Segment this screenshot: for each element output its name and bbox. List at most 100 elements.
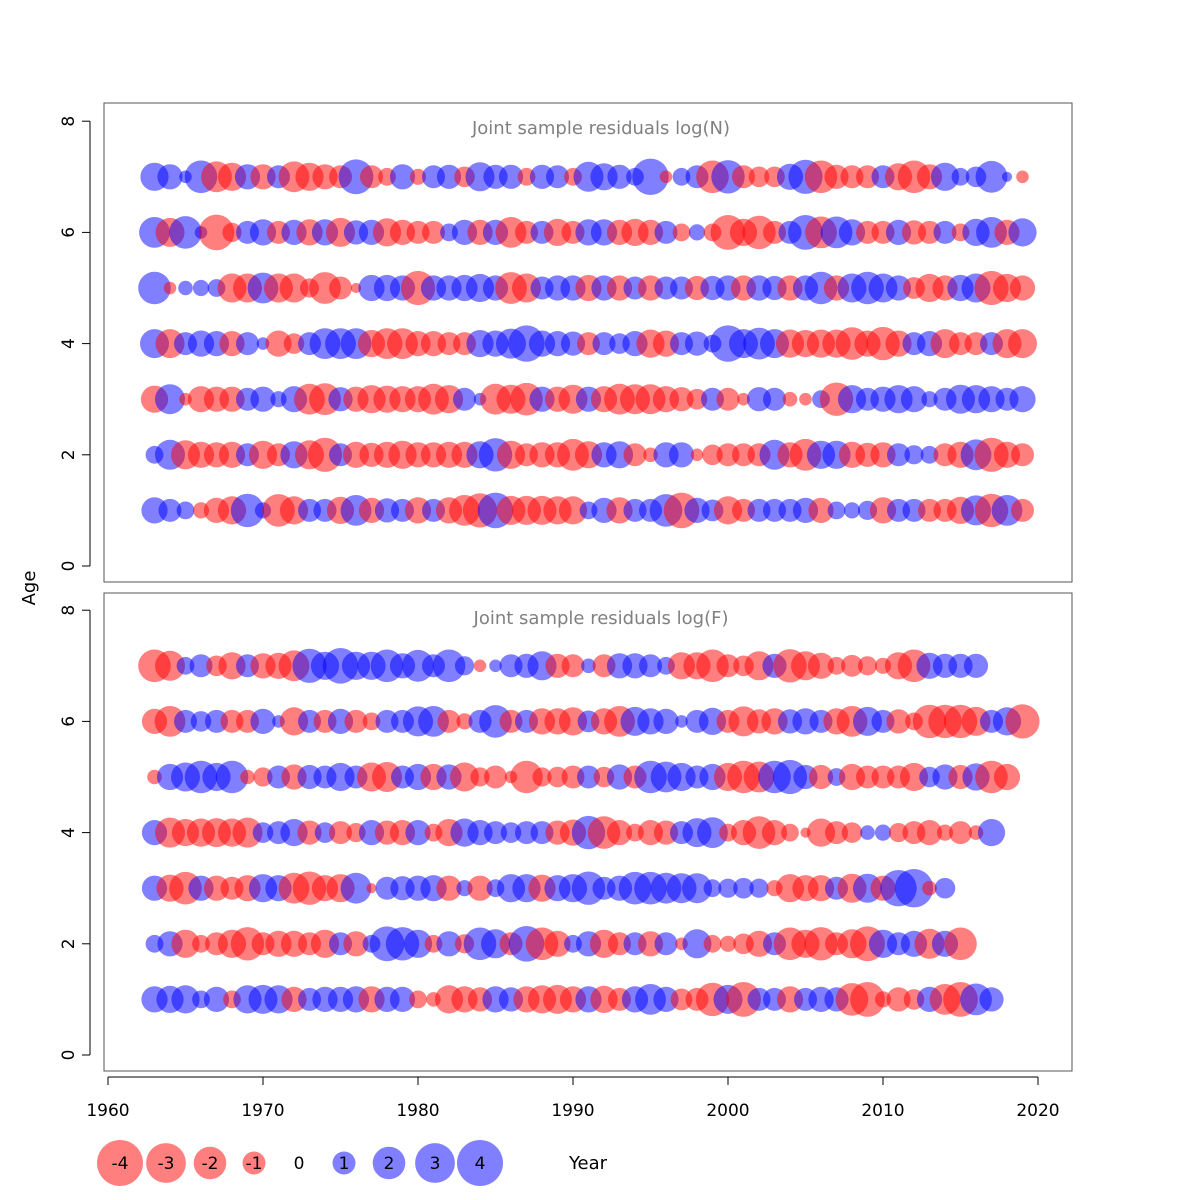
residual-bubble-bottom-age4-1975 [329, 821, 352, 845]
legend-label: -2 [202, 1154, 219, 1174]
residual-bubble-bottom-age2-1999 [703, 934, 722, 953]
residual-bubble-bottom-age2-1998 [682, 929, 712, 959]
residual-bubble-top-age6-1981 [422, 220, 445, 244]
residual-bubble-bottom-age6-1990 [558, 707, 588, 736]
residual-bubble-bottom-age4-2007 [825, 821, 848, 845]
residual-bubble-bottom-age3-2014 [934, 877, 956, 899]
residual-bubble-bottom-age5-1968 [215, 760, 249, 794]
residual-bubble-bottom-age7-1982 [432, 649, 466, 683]
residual-bubble-top-age5-1975 [329, 276, 352, 300]
residual-bubble-top-age3-2003 [763, 387, 786, 411]
y-tick-label: 0 [59, 1050, 79, 1061]
residual-bubble-bottom-age7-1985 [489, 659, 502, 673]
residual-bubble-bottom-age4-2014 [936, 824, 954, 841]
y-axis-bottom: 0 2 4 6 8 [59, 605, 91, 1061]
x-tick-label: 2000 [706, 1101, 749, 1121]
residual-bubble-top-age3-2001 [737, 392, 750, 406]
residual-bubble-top-age6-1997 [672, 223, 691, 242]
residual-bubble-bottom-age3-1999 [703, 879, 722, 898]
residual-bubble-bottom-age5-2012 [899, 762, 929, 792]
residual-bubble-bottom-age5-1987 [510, 760, 543, 794]
residual-bubble-bottom-age7-2006 [807, 652, 835, 679]
residual-bubble-bottom-age5-1969 [240, 769, 255, 785]
residual-bubble-top-age5-1965 [178, 280, 193, 296]
residual-bubble-top-age1-1969 [230, 493, 265, 528]
x-tick-label: 2020 [1016, 1101, 1059, 1121]
residual-bubble-top-age3-1983 [453, 387, 476, 411]
residual-bubble-top-age2-1999 [702, 444, 723, 466]
residual-bubble-bottom-age1-2010 [874, 991, 892, 1008]
x-tick-label: 1990 [551, 1101, 594, 1121]
residual-bubble-bottom-age3-2012 [894, 869, 934, 908]
residual-bubble-top-age7-2017 [975, 160, 1008, 193]
legend-bubble [332, 1151, 356, 1175]
residual-bubble-bottom-age2-1980 [403, 929, 433, 958]
residual-bubble-top-age7-1980 [409, 168, 427, 185]
residual-bubble-top-age5-1966 [192, 279, 210, 297]
panel-frame-bottom [103, 592, 1073, 1072]
residual-bubble-top-age2-1997 [668, 442, 695, 468]
residual-bubble-bottom-age4-2004 [781, 823, 799, 842]
residual-bubble-bottom-age7-2007 [827, 656, 846, 675]
residual-bubble-bottom-age1-1996 [653, 986, 679, 1013]
residual-bubble-top-age2-2012 [904, 445, 924, 465]
bubbles-top-panel [138, 158, 1037, 529]
residual-bubble-top-age6-2019 [1008, 218, 1037, 247]
residual-bubble-bottom-age7-1995 [639, 654, 662, 678]
legend-bubble [146, 1143, 186, 1183]
residual-bubble-bottom-age3-2000 [718, 878, 738, 898]
residual-bubble-bottom-age6-1977 [362, 712, 381, 731]
residual-bubble-bottom-age2-2015 [944, 927, 977, 961]
residual-bubble-top-age7-2015 [951, 167, 970, 186]
residual-bubble-top-age1-2007 [827, 501, 846, 520]
legend-label: -4 [112, 1154, 129, 1174]
legend-label: 2 [384, 1154, 395, 1174]
residual-bubble-bottom-age2-1982 [436, 931, 462, 957]
residual-bubble-top-age1-1998 [684, 497, 710, 523]
residual-bubble-top-age6-1967 [198, 214, 235, 251]
residual-bubble-bottom-age6-1970 [250, 708, 276, 735]
residual-bubble-top-age5-1963 [138, 271, 171, 305]
residual-bubble-top-age5-2019 [1009, 275, 1036, 301]
y-tick-label: 8 [59, 116, 79, 127]
residual-bubble-bottom-age7-1991 [581, 658, 596, 674]
residual-bubble-bottom-age5-1984 [470, 767, 490, 787]
x-tick-label: 1970 [241, 1101, 284, 1121]
residual-bubble-bottom-age4-2008 [841, 822, 863, 843]
residual-bubble-top-age4-1998 [684, 331, 710, 356]
residual-bubble-top-age1-1964 [158, 498, 182, 522]
residual-bubble-bottom-age4-1973 [297, 820, 322, 845]
panel-title-bottom: Joint sample residuals log(F) [473, 608, 729, 629]
residual-bubble-top-age7-1979 [389, 164, 416, 190]
residual-bubble-bottom-age7-1966 [189, 654, 213, 678]
y-tick-label: 2 [59, 938, 79, 949]
residual-bubble-top-age7-2002 [748, 166, 770, 188]
residual-bubble-top-age5-1972 [279, 273, 309, 303]
x-tick-label: 1960 [86, 1101, 129, 1121]
residual-bubble-top-age3-1997 [669, 387, 694, 412]
residual-bubble-bottom-age4-1986 [500, 822, 522, 843]
residual-bubble-top-age2-2019 [1011, 443, 1034, 467]
residual-bubble-bottom-age6-1996 [653, 708, 679, 735]
residual-bubble-bottom-age5-2006 [808, 764, 834, 790]
residual-bubble-top-age6-1998 [688, 224, 706, 241]
residual-bubble-bottom-age5-1991 [577, 765, 600, 789]
residual-bubble-top-age2-1998 [690, 448, 704, 462]
residual-bubble-bottom-age7-2016 [963, 653, 989, 678]
residual-bubble-bottom-age4-1980 [405, 820, 431, 846]
bubbles-bottom-panel [138, 648, 1040, 1017]
residual-bubble-bottom-age7-2008 [841, 654, 863, 677]
residual-bubble-bottom-age4-2017 [977, 819, 1006, 847]
residual-bubble-bottom-age5-2018 [993, 763, 1021, 791]
residual-bubble-bottom-age6-1997 [675, 715, 688, 728]
residual-bubble-top-age6-1968 [222, 222, 242, 242]
residual-bubble-top-age6-1996 [654, 220, 678, 244]
y-axis-label: Age [19, 571, 40, 606]
residual-bubble-bottom-age2-2000 [719, 935, 737, 952]
residual-bubble-top-age7-1995 [632, 158, 669, 195]
size-legend: -4 -3 -2 -1 0 1 2 3 4 [97, 1140, 503, 1186]
legend-label: -3 [158, 1154, 175, 1174]
y-tick-label: 4 [59, 338, 79, 349]
y-tick-label: 2 [59, 449, 79, 460]
residual-bubble-top-age3-2012 [900, 386, 928, 413]
